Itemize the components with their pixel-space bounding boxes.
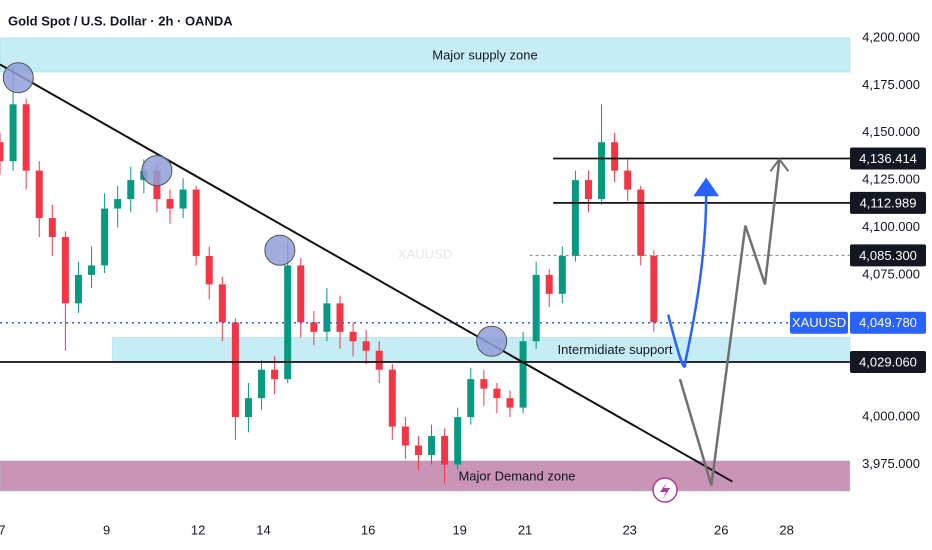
candle-body [506,398,514,408]
candle-body [493,388,501,399]
candle-body [401,426,409,446]
candle-body [598,142,606,200]
candle-body [127,180,135,200]
candle-body [650,255,658,323]
y-tick-label: 4,075.000 [862,266,920,281]
level-label: 4,085.300 [859,248,917,263]
x-tick-label: 28 [779,522,793,537]
candle-body [571,180,579,256]
candle-body [35,170,43,219]
candle-body [48,218,56,237]
candle-body [637,189,645,256]
candle-body [284,265,292,380]
candle-body [519,341,527,408]
zone-label: Major Demand zone [458,468,575,483]
alert-bolt [660,482,670,499]
level-label-box [850,244,926,267]
candle-body [467,379,475,418]
y-tick-label: 4,150.000 [862,124,920,139]
level-label: 4,112.989 [860,195,917,210]
candle-body [231,322,239,418]
candle-body [349,331,357,342]
candle-body [205,255,213,285]
candle-body [218,284,226,323]
x-tick-label: 19 [452,522,466,537]
trendline [0,63,733,483]
candle-body [414,445,422,456]
candle-body [271,369,279,380]
level-label-box [850,147,926,170]
candle-body [558,255,566,294]
projection-arrow [769,157,790,172]
projection-path [667,195,708,368]
y-tick-label: 4,200.000 [862,29,920,44]
zone-label: Major supply zone [432,47,538,62]
level-label-box [850,351,926,374]
candle-body [192,189,200,256]
candle-body [244,398,252,418]
candle-body [545,274,553,294]
candle-body [258,369,266,399]
candle-body [114,199,122,209]
candle-body [179,189,187,209]
candle-body [0,142,4,162]
y-tick-label: 4,000.000 [862,409,920,424]
candle-body [375,350,383,370]
x-tick-label: 14 [256,522,270,537]
candle-body [74,274,82,304]
level-label: 4,029.060 [859,354,917,369]
candle-body [336,303,344,332]
candle-body [61,236,69,304]
candle-body [454,417,462,465]
candle-body [611,142,619,171]
touch-point [141,155,173,187]
candle-body [388,369,396,427]
candle-body [297,265,305,323]
x-tick-label: 26 [714,522,728,537]
candle-body [624,170,632,190]
level-label-box [850,191,926,214]
candle-body [101,208,109,266]
chart-title: Gold Spot / U.S. Dollar · 2h · OANDA [8,13,233,28]
candle-body [532,274,540,342]
watermark: XAUUSD [398,246,452,261]
candle-body [310,322,318,332]
candle-body [88,265,96,275]
candle-body [441,436,449,465]
candle-body [323,303,331,332]
x-tick-label: 12 [191,522,205,537]
candle-body [362,341,370,351]
zone [0,37,851,73]
candle-body [22,104,30,171]
symbol-label: XAUUSD [792,315,846,330]
candle-body [584,180,592,200]
zone-label: Intermidiate support [558,342,673,357]
price-label: 4,049.780 [859,315,917,330]
price-box [850,311,926,334]
y-tick-label: 3,975.000 [862,456,920,471]
touch-point [476,325,508,357]
plot: XAUUSD Major supply zone Intermidiate supp… [0,37,851,492]
touch-point [2,62,34,94]
y-tick-label: 4,175.000 [862,77,920,92]
candle-body [480,379,488,389]
candle-body [166,199,174,209]
y-tick-label: 4,100.000 [862,219,920,234]
symbol-tag [790,311,848,334]
level-label: 4,136.414 [859,151,917,166]
candle-body [428,436,436,456]
touch-point [264,234,296,266]
x-tick-label: 9 [103,522,110,537]
x-tick-label: 7 [0,522,6,537]
x-tick-label: 23 [622,522,636,537]
projection-path [678,159,781,486]
candle-body [9,104,17,162]
y-tick-label: 4,125.000 [862,172,920,187]
x-tick-label: 21 [518,522,532,537]
projection-arrow [693,177,720,197]
x-tick-label: 16 [361,522,375,537]
